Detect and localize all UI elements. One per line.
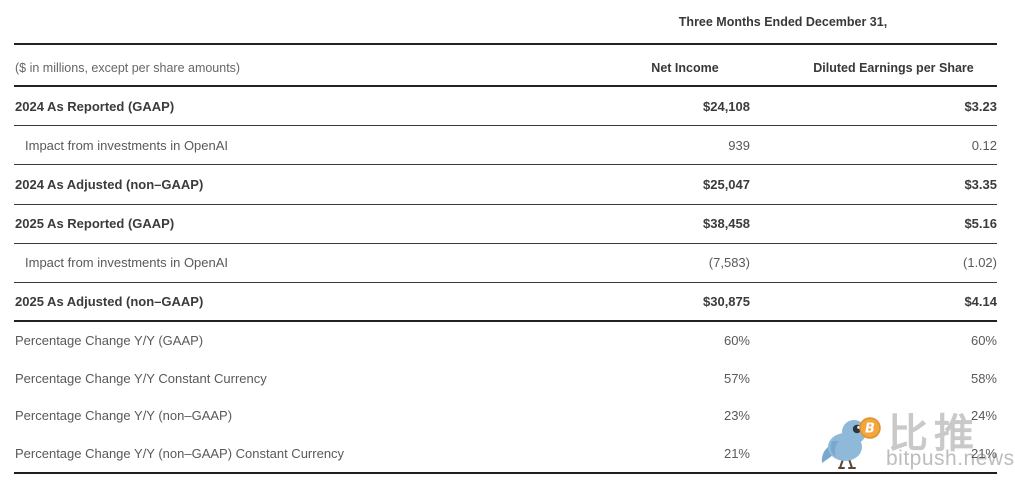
svg-text:B: B bbox=[865, 422, 875, 437]
net-income-value: (7,583) bbox=[708, 255, 750, 271]
units-note: ($ in millions, except per share amounts… bbox=[15, 60, 241, 75]
table-row: 2025 As Reported (GAAP) $38,458 $5.16 bbox=[14, 205, 997, 244]
net-income-value: 57% bbox=[723, 370, 750, 386]
row-label: Percentage Change Y/Y Constant Currency bbox=[15, 370, 267, 386]
bird-logo-icon: B bbox=[821, 417, 881, 469]
net-income-value: 60% bbox=[723, 333, 750, 349]
eps-value: 0.12 bbox=[971, 137, 997, 153]
table-row: Percentage Change Y/Y Constant Currency … bbox=[14, 360, 997, 398]
eps-value: 21% bbox=[970, 445, 997, 461]
table-period-header-row: Three Months Ended December 31, bbox=[14, 0, 997, 45]
net-income-value: $38,458 bbox=[703, 216, 750, 232]
row-label: 2024 As Reported (GAAP) bbox=[15, 98, 175, 114]
eps-value: $3.35 bbox=[964, 176, 997, 192]
earnings-table: Three Months Ended December 31, ($ in mi… bbox=[14, 0, 997, 475]
row-label: Percentage Change Y/Y (GAAP) bbox=[15, 333, 204, 349]
bitpush-site-text: bitpush.news bbox=[886, 447, 1015, 470]
table-row: Percentage Change Y/Y (non–GAAP) 23% 24% bbox=[14, 397, 997, 435]
table-row: 2024 As Reported (GAAP) $24,108 $3.23 bbox=[14, 87, 997, 127]
eps-value: $3.23 bbox=[964, 98, 997, 114]
table-row: Impact from investments in OpenAI 939 0.… bbox=[14, 126, 997, 166]
period-header: Three Months Ended December 31, bbox=[678, 14, 888, 29]
table-row: 2024 As Adjusted (non–GAAP) $25,047 $3.3… bbox=[14, 165, 997, 205]
eps-value: (1.02) bbox=[963, 255, 997, 271]
column-header-diluted-eps: Diluted Earnings per Share bbox=[813, 60, 974, 75]
column-header-net-income: Net Income bbox=[651, 60, 719, 75]
row-label: Impact from investments in OpenAI bbox=[25, 255, 229, 271]
net-income-value: 21% bbox=[723, 445, 750, 461]
net-income-value: 939 bbox=[728, 137, 750, 153]
net-income-value: 23% bbox=[723, 408, 750, 424]
eps-value: $4.14 bbox=[964, 294, 997, 310]
row-label: 2024 As Adjusted (non–GAAP) bbox=[15, 176, 204, 192]
row-label: 2025 As Reported (GAAP) bbox=[15, 216, 175, 232]
percentage-change-section: Percentage Change Y/Y (GAAP) 60% 60% Per… bbox=[14, 322, 997, 475]
net-income-value: $24,108 bbox=[703, 98, 750, 114]
eps-value: 58% bbox=[970, 370, 997, 386]
row-label: Percentage Change Y/Y (non–GAAP) bbox=[15, 408, 233, 424]
row-label: Impact from investments in OpenAI bbox=[25, 137, 229, 153]
table-row: 2025 As Adjusted (non–GAAP) $30,875 $4.1… bbox=[14, 283, 997, 323]
row-label: 2025 As Adjusted (non–GAAP) bbox=[15, 294, 204, 310]
row-label: Percentage Change Y/Y (non–GAAP) Constan… bbox=[15, 445, 345, 461]
bitcoin-coin-icon: B bbox=[859, 417, 881, 439]
eps-value: 60% bbox=[970, 333, 997, 349]
eps-value: 24% bbox=[970, 408, 997, 424]
eps-value: $5.16 bbox=[964, 216, 997, 232]
net-income-value: $30,875 bbox=[703, 294, 750, 310]
net-income-value: $25,047 bbox=[703, 176, 750, 192]
table-column-header-row: ($ in millions, except per share amounts… bbox=[14, 45, 997, 87]
table-row: Percentage Change Y/Y (non–GAAP) Constan… bbox=[14, 435, 997, 473]
table-row: Percentage Change Y/Y (GAAP) 60% 60% bbox=[14, 322, 997, 360]
bitpush-brand-text: 比推 bbox=[888, 412, 980, 456]
table-row: Impact from investments in OpenAI (7,583… bbox=[14, 244, 997, 283]
